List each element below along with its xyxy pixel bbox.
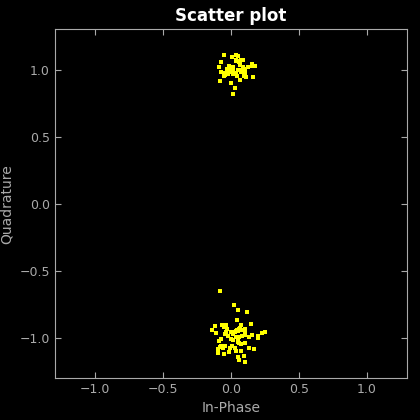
Channel 1 [238,323,243,328]
Title: Scatter plot: Scatter plot [175,7,287,25]
Y-axis label: Quadrature: Quadrature [0,164,14,244]
Channel 1 [224,66,229,71]
Channel 1 [223,325,228,330]
Channel 1 [240,64,245,69]
Channel 1 [218,336,223,341]
Channel 1 [243,360,248,365]
Channel 1 [225,72,230,77]
Line: Channel 1: Channel 1 [210,53,267,364]
X-axis label: In-Phase: In-Phase [202,402,260,415]
Channel 1 [222,52,227,58]
Channel 1 [242,326,247,331]
Channel 1 [256,333,261,338]
